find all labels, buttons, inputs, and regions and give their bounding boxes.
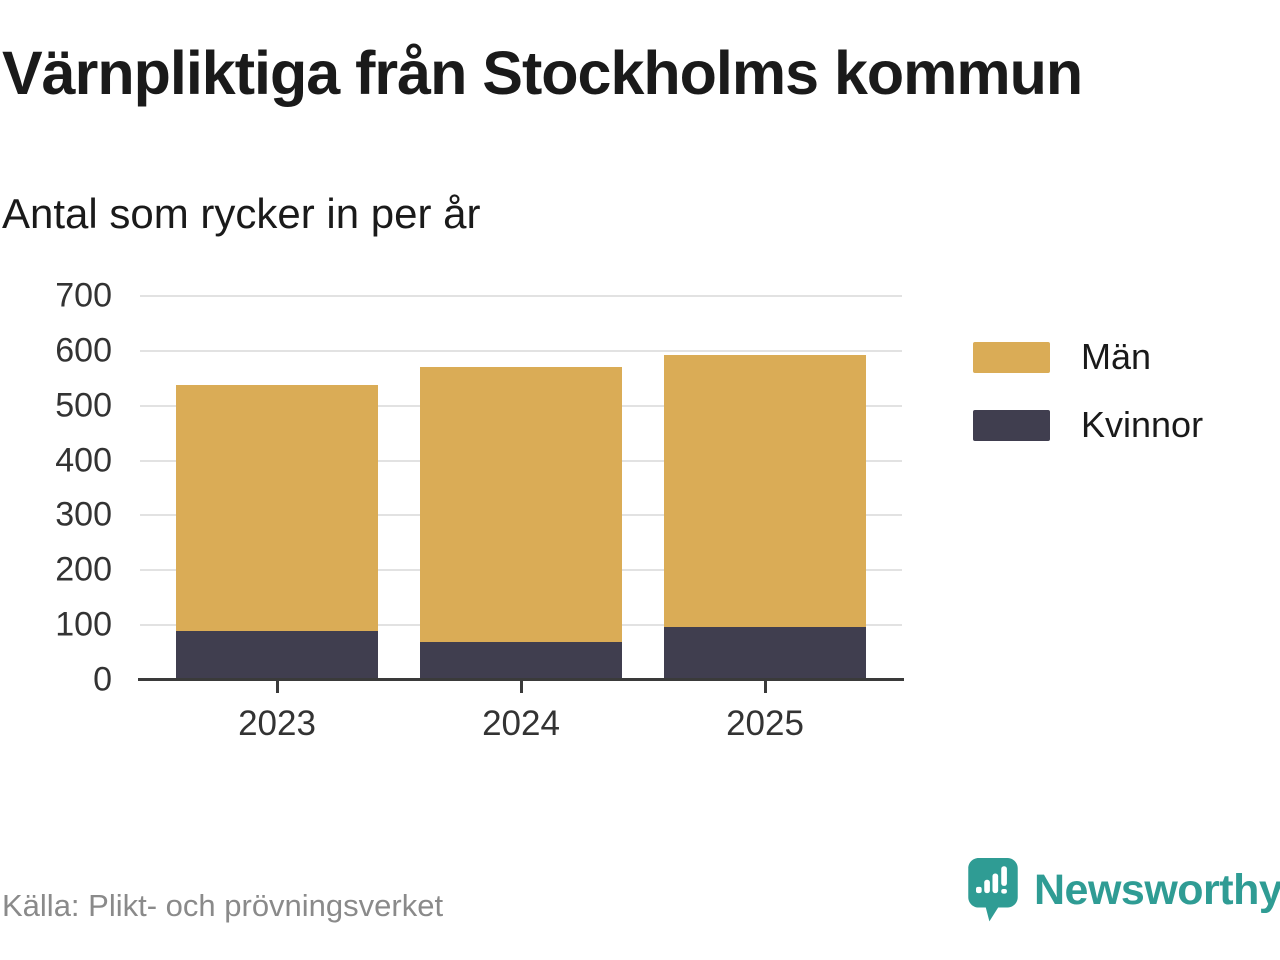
legend-swatch-kvinnor — [973, 409, 1050, 441]
gridline-600 — [140, 349, 902, 352]
legend-label-man: Män — [1081, 336, 1152, 377]
chart-title: Värnpliktiga från Stockholms kommun — [2, 39, 1083, 107]
plot-area — [138, 295, 904, 693]
bar-2024-kvinnor — [420, 641, 622, 680]
x-axis-line — [138, 678, 904, 681]
legend: Män Kvinnor — [973, 336, 1203, 472]
x-tick-label-2024: 2024 — [482, 704, 560, 743]
legend-item-kvinnor: Kvinnor — [973, 404, 1203, 446]
gridline-700 — [140, 295, 902, 297]
newsworthy-speech-bubble-bar-chart-icon — [968, 858, 1018, 922]
x-tick-2024 — [520, 680, 523, 693]
y-tick-label-400: 400 — [55, 441, 112, 480]
y-tick-label-100: 100 — [55, 605, 112, 644]
legend-item-man: Män — [973, 336, 1203, 378]
bar-2023-kvinnor — [176, 630, 378, 680]
y-tick-label-500: 500 — [55, 386, 112, 425]
source-caption: Källa: Plikt- och prövningsverket — [2, 888, 444, 923]
y-tick-label-600: 600 — [55, 331, 112, 370]
x-axis-labels: 2023 2024 2025 — [140, 704, 902, 754]
bar-2023-man — [176, 385, 378, 631]
y-axis-labels: 0 100 200 300 400 500 600 700 — [12, 277, 112, 699]
bar-2024-man — [420, 367, 622, 642]
x-tick-label-2023: 2023 — [238, 704, 316, 743]
y-tick-label-200: 200 — [55, 550, 112, 589]
brand-logo: Newsworthy — [966, 856, 1280, 924]
bar-2025-kvinnor — [664, 627, 866, 680]
x-tick-2025 — [764, 680, 767, 693]
y-tick-label-0: 0 — [93, 660, 112, 699]
bar-2025-man — [664, 354, 866, 628]
y-tick-label-700: 700 — [55, 276, 112, 315]
x-tick-label-2025: 2025 — [726, 704, 804, 743]
chart-subtitle: Antal som rycker in per år — [2, 190, 481, 237]
y-tick-label-300: 300 — [55, 495, 112, 534]
x-tick-2023 — [276, 680, 279, 693]
legend-label-kvinnor: Kvinnor — [1081, 404, 1204, 445]
legend-swatch-man — [973, 341, 1050, 373]
brand-wordmark: Newsworthy — [1034, 865, 1280, 914]
